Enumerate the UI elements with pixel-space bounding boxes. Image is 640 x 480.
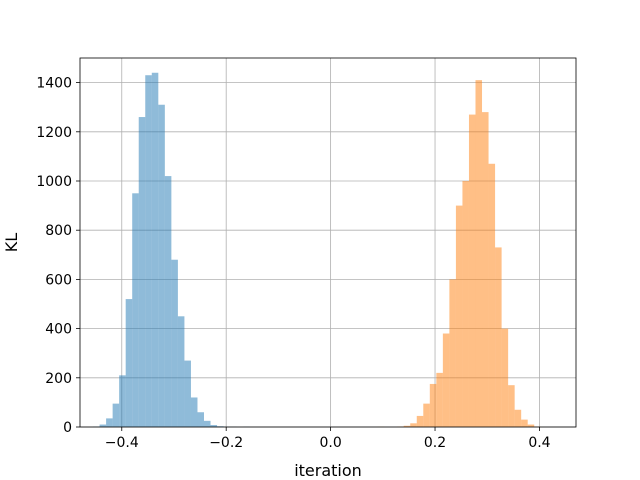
series-0-bar-18 — [210, 425, 218, 427]
series-1-bar-12 — [455, 205, 463, 427]
series-1-bar-19 — [501, 328, 509, 427]
series-1-bar-17 — [488, 163, 496, 427]
series-0-bar-15 — [190, 397, 198, 427]
series-1-bar-4 — [403, 425, 411, 427]
series-1-bar-22 — [521, 419, 528, 427]
series-1-bar-13 — [462, 181, 469, 427]
series-0-bar-9 — [151, 72, 159, 427]
y-axis-label: KL — [2, 233, 21, 252]
series-0-bar-14 — [184, 360, 191, 427]
histogram-bars — [93, 72, 541, 428]
series-1-bar-10 — [442, 333, 450, 427]
series-0-bar-2 — [106, 418, 113, 427]
series-1-bar-5 — [410, 423, 417, 427]
series-1-bar-7 — [423, 403, 430, 427]
series-0-bar-7 — [138, 117, 146, 427]
x-tick-label-0: −0.4 — [105, 435, 139, 451]
series-1-bar-18 — [495, 247, 502, 427]
series-1-bar-15 — [475, 80, 483, 427]
series-1-bar-16 — [482, 112, 489, 428]
series-0-bar-17 — [204, 420, 211, 427]
y-tick-label-6: 1200 — [36, 125, 72, 141]
series-0-bar-3 — [112, 403, 120, 427]
axis-ticks: −0.4 −0.2 0.0 0.2 0.4 0 200 400 600 800 1000 1200 14… — [36, 76, 550, 451]
x-tick-label-2: 0.0 — [319, 435, 341, 451]
y-tick-label-1: 200 — [45, 371, 72, 387]
series-0-bar-11 — [164, 176, 172, 427]
series-1-bar-11 — [449, 279, 456, 427]
series-0-bar-13 — [177, 316, 185, 427]
series-1-bar-14 — [468, 114, 476, 427]
series-1-bar-6 — [416, 415, 424, 427]
series-0-bar-12 — [171, 259, 178, 427]
series-1-bar-21 — [514, 409, 522, 427]
x-tick-label-3: 0.2 — [424, 435, 446, 451]
y-tick-label-0: 0 — [63, 420, 72, 436]
series-0-bar-10 — [158, 104, 165, 428]
x-axis-label: iteration — [294, 461, 362, 480]
x-tick-label-4: 0.4 — [528, 435, 550, 451]
series-0-bar-8 — [145, 75, 152, 427]
plot-frame — [79, 57, 577, 428]
series-0-bar-6 — [132, 193, 139, 427]
x-tick-label-1: −0.2 — [209, 435, 243, 451]
series-1-bar-9 — [436, 372, 443, 427]
y-tick-label-2: 400 — [45, 322, 72, 338]
y-tick-label-7: 1400 — [36, 76, 72, 92]
series-1-bar-23 — [527, 424, 535, 427]
y-tick-label-3: 600 — [45, 272, 72, 288]
series-1-bar-20 — [508, 385, 515, 427]
series-1-bar-8 — [429, 383, 437, 427]
series-0-bar-16 — [197, 412, 204, 427]
series-0-bar-5 — [125, 299, 133, 427]
series-0-bar-4 — [119, 375, 126, 427]
y-tick-label-5: 1000 — [36, 174, 72, 190]
y-tick-label-4: 800 — [45, 223, 72, 239]
series-0-bar-1 — [99, 424, 107, 427]
